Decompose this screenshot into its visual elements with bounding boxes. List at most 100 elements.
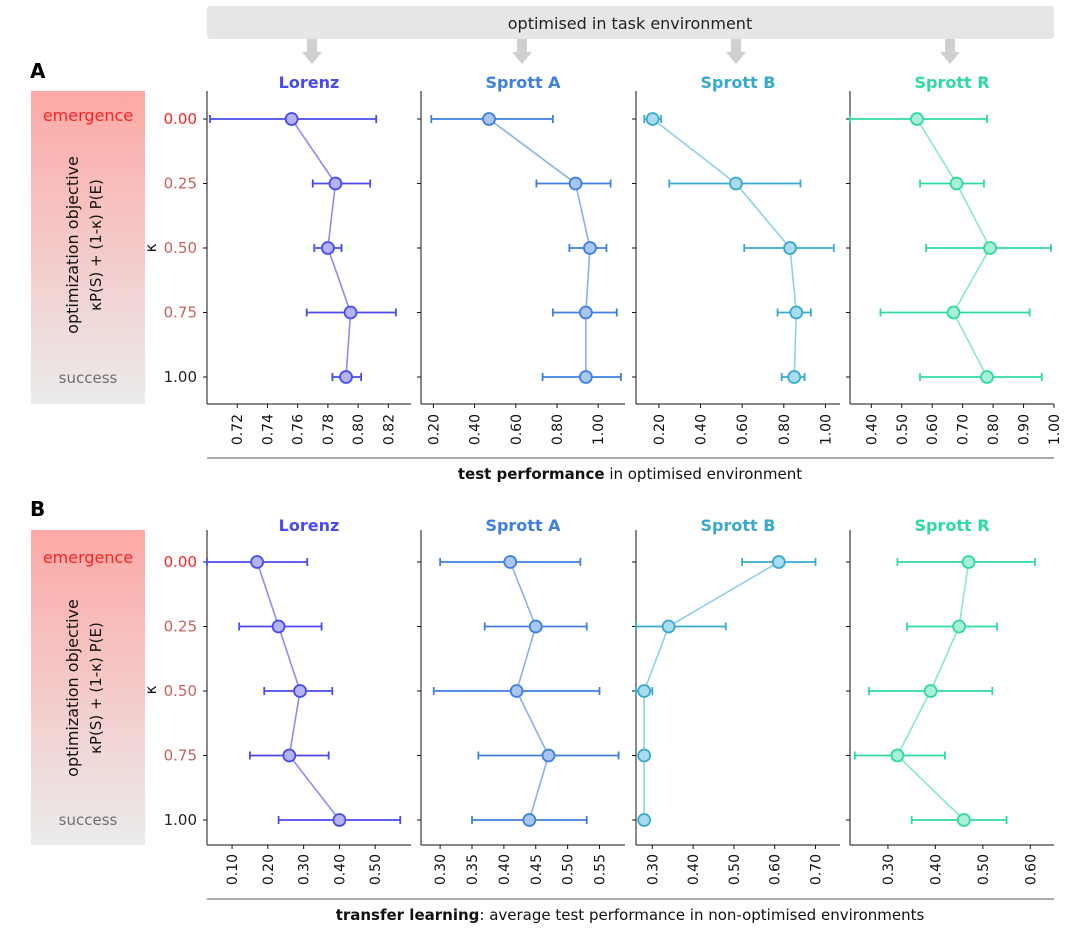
x-tick-label: 0.30 [645,854,661,885]
data-point [503,555,518,569]
x-tick-label: 0.30 [881,854,897,885]
panel-title: Sprott B [701,516,776,535]
objective-panel-a: emergence success optimization objective… [31,91,145,404]
panel-title: Sprott A [485,516,561,535]
panel-sprott-r: Sprott R 0.40 0.50 0.60 0.70 0.80 0.90 1.00 [846,73,1063,445]
data-point [983,241,997,255]
data-point [339,370,353,384]
kappa-tick-label: 1.00 [164,368,197,386]
xlabel-b-rest: : average test performance in non-optimi… [479,906,924,924]
kappa-tick-label: 0.25 [164,175,197,193]
x-tick-label: 0.80 [986,414,1002,445]
x-tick-label: 0.30 [297,854,313,885]
x-tick-label: 0.70 [809,854,825,885]
panel-sprott-a: Sprott A 0.20 0.40 0.60 0.80 1.00 [417,73,625,445]
x-tick-label: 0.40 [928,854,944,885]
data-point [541,748,556,763]
data-point [568,176,583,191]
data-point [946,305,961,320]
data-point [509,684,524,698]
x-tick-label: 0.10 [225,854,241,885]
xlabel-a-bold: test performance [458,465,605,483]
x-tick-label: 0.35 [465,854,481,885]
data-point [293,684,307,698]
data-point [284,112,299,126]
x-tick-label: 0.40 [497,854,513,885]
panel-title: Lorenz [279,516,340,535]
data-point [320,241,335,255]
data-point [949,176,964,191]
x-tick-label: 0.20 [261,854,277,885]
down-arrow-icon [512,39,532,64]
data-point [952,619,967,634]
panel-sprott-r: Sprott R 0.30 0.40 0.50 0.60 [846,516,1054,885]
data-point [528,619,543,634]
xlabel-a-rest: in optimised environment [605,465,803,483]
x-tick-label: 0.40 [468,414,484,445]
series-line [643,561,780,820]
x-tick-label: 0.76 [291,414,307,445]
x-tick-label: 0.40 [332,854,348,885]
panel-lorenz: Lorenz 0.10 0.20 0.30 0.40 0.50 [203,516,411,885]
kappa-tick-label: 0.50 [164,682,197,700]
data-point [578,370,593,384]
x-tick-label: 0.60 [768,854,784,885]
data-point [661,619,676,634]
x-tick-label: 0.20 [652,414,668,445]
x-tick-label: 0.60 [925,414,941,445]
data-point [890,748,905,763]
objective-line1: optimization objective [63,599,82,777]
panel-title: Sprott R [914,73,989,92]
data-point [522,813,537,827]
kappa-axis-label-a: κ [142,243,160,252]
panel-title: Sprott B [701,73,776,92]
xlabel-a: test performance in optimised environmen… [458,465,802,483]
plots: 0.00 0.25 0.50 0.75 1.00 Lorenz 0.72 0.74 0.76 0.… [164,73,1063,885]
banner-bar [207,6,1054,39]
x-tick-label: 0.60 [1023,854,1039,885]
panel-sprott-b: Sprott B 0.30 0.40 0.50 0.60 0.70 [632,516,840,885]
objective-panel-b: emergence success optimization objective… [31,530,145,845]
objective-gradient [31,530,145,845]
panel-title: Sprott A [485,73,561,92]
data-point [637,748,652,763]
x-tick-label: 0.60 [509,414,525,445]
data-point [637,684,652,698]
objective-gradient [31,91,145,404]
xlabel-b: transfer learning: average test performa… [336,906,925,924]
data-point [328,176,343,191]
kappa-tick-label: 0.75 [164,747,197,765]
x-tick-label: 0.20 [426,414,442,445]
kappa-tick-label: 0.00 [164,110,197,128]
data-point [282,748,297,763]
x-tick-label: 0.50 [561,854,577,885]
panel-sprott-a: Sprott A 0.30 0.35 0.40 0.45 0.50 0.55 [417,516,625,885]
x-tick-label: 0.78 [321,414,337,445]
data-point [637,813,652,827]
data-point [482,112,496,126]
x-tick-label: 0.45 [529,854,545,885]
data-point [961,555,976,569]
chart-section-b: 0.00 0.25 0.50 0.75 1.00 Lorenz 0.10 0.20 0.30 0.… [164,516,1054,885]
objective-line2: κP(S) + (1-κ) P(E) [87,622,105,754]
data-point [910,112,924,126]
x-tick-label: 0.80 [550,414,566,445]
data-point [956,813,971,827]
panel-lorenz: Lorenz 0.72 0.74 0.76 0.78 0.80 0.82 [203,73,411,445]
x-tick-label: 1.00 [1047,414,1063,445]
down-arrow-icon [726,39,746,64]
panel-title: Sprott R [914,516,989,535]
x-tick-label: 0.74 [260,414,276,445]
chart-section-a: 0.00 0.25 0.50 0.75 1.00 Lorenz 0.72 0.74 0.76 0.… [164,73,1063,445]
x-tick-label: 0.90 [1017,414,1033,445]
x-tick-label: 0.55 [593,854,609,885]
success-label: success [59,369,118,387]
data-point [250,555,265,569]
data-point [332,813,347,827]
x-tick-label: 0.40 [694,414,710,445]
section-label-b: B [30,497,45,521]
x-tick-label: 0.50 [368,854,384,885]
kappa-axis-label-b: κ [142,685,160,694]
data-point [789,305,804,320]
